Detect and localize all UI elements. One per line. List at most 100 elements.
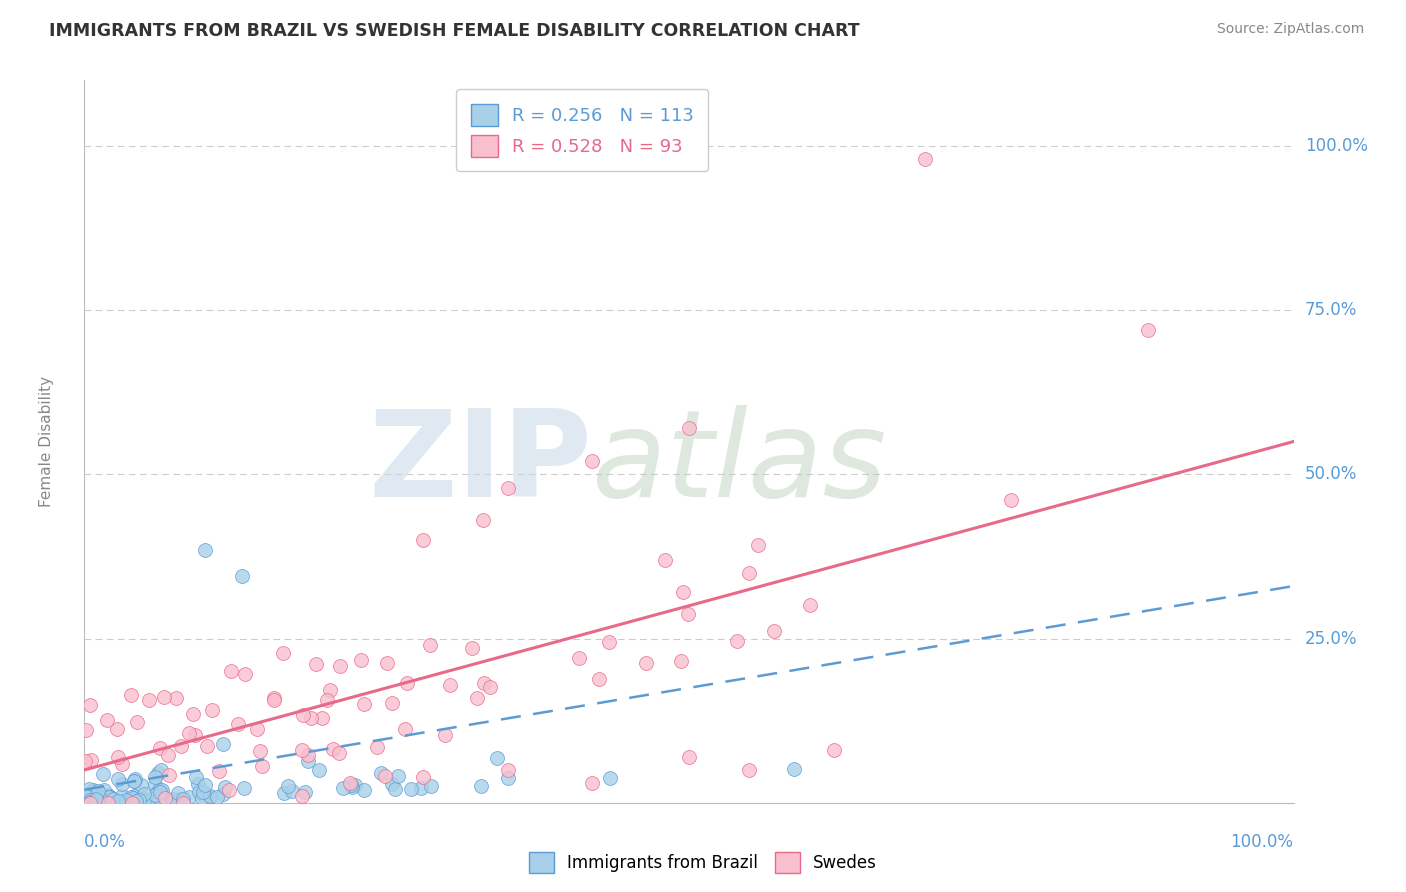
Point [599,771,621,785]
Point [281,784,304,798]
Point [187,776,209,790]
Text: 100.0%: 100.0% [1305,137,1368,155]
Point [127,793,149,807]
Point [315,693,337,707]
Point [581,454,603,468]
Point [125,715,148,730]
Point [146,766,169,780]
Point [177,726,200,740]
Point [738,566,761,580]
Point [97,795,120,809]
Point [148,783,170,797]
Text: 75.0%: 75.0% [1305,301,1357,319]
Point [73,789,96,803]
Text: atlas: atlas [592,405,887,522]
Point [122,791,145,805]
Point [159,768,181,782]
Point [439,678,461,692]
Point [79,698,101,712]
Point [142,791,165,805]
Point [231,569,253,583]
Point [308,763,330,777]
Point [75,789,97,803]
Point [350,653,373,667]
Point [212,787,235,801]
Point [297,748,319,763]
Point [394,722,416,736]
Point [79,795,101,809]
Point [799,599,821,613]
Point [124,772,146,786]
Point [97,790,120,805]
Point [115,793,138,807]
Point [763,624,786,639]
Point [381,696,404,710]
Point [465,691,488,706]
Point [399,781,422,796]
Point [678,607,700,621]
Point [150,786,173,800]
Point [98,790,121,805]
Point [409,780,432,795]
Point [94,789,117,804]
Point [370,765,392,780]
Point [433,728,456,742]
Point [143,788,166,802]
Point [141,792,163,806]
Point [1000,493,1022,508]
Point [145,786,167,800]
Point [496,481,519,495]
Point [77,789,100,804]
Legend: Immigrants from Brazil, Swedes: Immigrants from Brazil, Swedes [522,846,884,880]
Point [328,746,350,760]
Text: 50.0%: 50.0% [1305,466,1357,483]
Point [184,728,207,742]
Point [581,776,603,790]
Point [191,785,214,799]
Point [138,692,160,706]
Point [273,786,295,800]
Point [122,774,145,789]
Point [87,784,110,798]
Point [297,754,319,768]
Point [412,533,434,547]
Point [97,789,120,803]
Point [77,789,100,803]
Point [322,741,344,756]
Point [86,788,108,802]
Point [76,723,98,737]
Point [478,680,501,694]
Point [384,782,406,797]
Point [271,646,294,660]
Point [366,739,388,754]
Point [201,703,224,717]
Text: 0.0%: 0.0% [84,833,127,851]
Point [332,781,354,796]
Point [395,676,418,690]
Point [747,538,769,552]
Point [472,513,495,527]
Point [118,793,141,807]
Text: Female Disability: Female Disability [39,376,53,508]
Point [84,792,107,806]
Point [150,764,173,778]
Point [669,654,692,668]
Point [277,779,299,793]
Point [111,777,134,791]
Text: IMMIGRANTS FROM BRAZIL VS SWEDISH FEMALE DISABILITY CORRELATION CHART: IMMIGRANTS FROM BRAZIL VS SWEDISH FEMALE… [49,22,860,40]
Point [340,778,363,792]
Point [198,790,221,805]
Point [131,778,153,792]
Point [194,542,217,557]
Point [148,791,170,805]
Point [77,782,100,797]
Point [107,772,129,787]
Point [167,787,190,801]
Point [75,755,97,769]
Point [96,793,118,807]
Point [470,779,492,793]
Point [598,635,620,649]
Point [143,777,166,791]
Point [738,763,761,777]
Point [179,790,201,805]
